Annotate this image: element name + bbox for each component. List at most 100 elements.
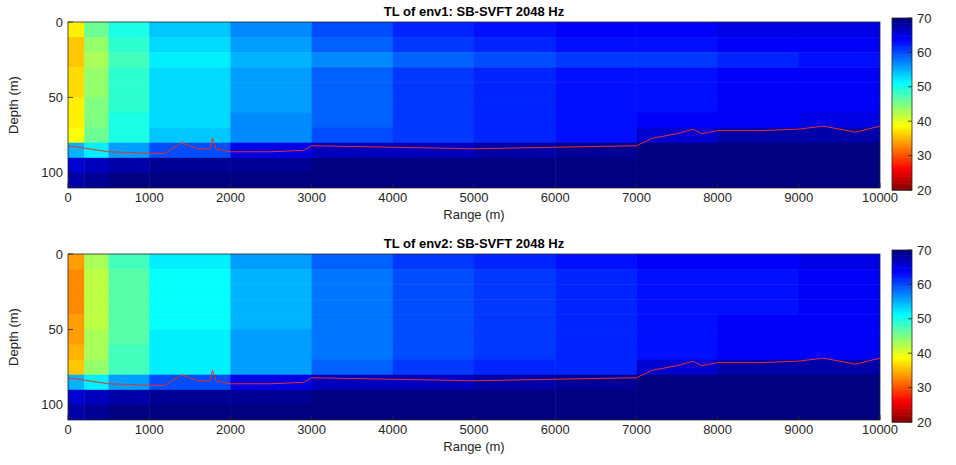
heat-cell xyxy=(230,405,312,420)
heat-cell xyxy=(393,254,475,270)
heat-cell xyxy=(799,128,880,144)
heat-cell xyxy=(393,143,475,159)
x-tick-label: 0 xyxy=(64,190,71,205)
heat-cell xyxy=(474,375,556,391)
heat-cell xyxy=(718,375,800,391)
heat-cell xyxy=(109,82,150,98)
heat-cell xyxy=(718,299,800,315)
heat-cell xyxy=(555,143,637,159)
heat-cell xyxy=(149,67,231,83)
heat-cell xyxy=(555,254,637,270)
x-tick-label: 10000 xyxy=(862,422,898,437)
heat-cell xyxy=(230,173,312,188)
heat-cell xyxy=(636,254,718,270)
heat-cell xyxy=(84,82,109,98)
heat-cell xyxy=(555,82,637,98)
heat-cell xyxy=(799,97,880,113)
colorbar-tick-label: 30 xyxy=(917,380,931,395)
heat-cell xyxy=(109,314,150,330)
heat-cell xyxy=(84,113,109,129)
heat-cell xyxy=(474,269,556,285)
heat-cell xyxy=(230,269,312,285)
y-tick-label: 0 xyxy=(56,15,63,30)
x-tick xyxy=(636,183,637,188)
heat-cell xyxy=(636,143,718,159)
x-tick-label: 7000 xyxy=(622,422,651,437)
heat-cell xyxy=(312,254,394,270)
heat-cell xyxy=(636,360,718,376)
heat-cell xyxy=(636,37,718,53)
y-tick xyxy=(68,172,73,173)
heat-cell xyxy=(636,67,718,83)
heat-cell xyxy=(230,67,312,83)
heat-cell xyxy=(230,284,312,300)
heat-cell xyxy=(84,143,109,159)
heat-cell xyxy=(636,128,718,144)
heat-cell xyxy=(84,405,109,420)
heat-cell xyxy=(109,158,150,174)
heat-cell xyxy=(109,254,150,270)
heat-cell xyxy=(393,52,475,68)
heat-cell xyxy=(636,113,718,129)
heat-cell xyxy=(68,345,85,361)
colorbar-tick-label: 40 xyxy=(917,114,931,129)
heat-cell xyxy=(555,22,637,38)
heat-cell xyxy=(474,37,556,53)
heat-cell xyxy=(312,158,394,174)
heat-cell xyxy=(393,269,475,285)
heat-cell xyxy=(799,52,880,68)
heat-cell xyxy=(149,375,231,391)
heat-cell xyxy=(230,37,312,53)
heat-cell xyxy=(718,52,800,68)
heat-cell xyxy=(312,173,394,188)
heat-cell xyxy=(149,405,231,420)
heat-cell xyxy=(149,284,231,300)
title: TL of env2: SB-SVFT 2048 Hz xyxy=(384,236,565,251)
heat-cell xyxy=(636,299,718,315)
heat-cell xyxy=(474,52,556,68)
y-tick xyxy=(68,97,73,98)
colorbar-tick xyxy=(908,155,912,156)
heat-cell xyxy=(636,405,718,420)
heat-cell xyxy=(68,405,85,420)
colorbar-tick-label: 50 xyxy=(917,79,931,94)
heat-cell xyxy=(718,173,800,188)
y-tick xyxy=(68,404,73,405)
heat-cell xyxy=(149,97,231,113)
heat-cell xyxy=(474,345,556,361)
heat-cell xyxy=(718,143,800,159)
heat-cell xyxy=(68,113,85,129)
heat-cell xyxy=(636,173,718,188)
heat-cell xyxy=(474,128,556,144)
heat-cell xyxy=(718,37,800,53)
x-tick xyxy=(880,415,881,420)
heat-cell xyxy=(393,113,475,129)
heat-cell xyxy=(636,97,718,113)
figure: 0100020003000400050006000700080009000100… xyxy=(0,0,956,465)
heat-cell xyxy=(230,254,312,270)
panel: 0100020003000400050006000700080009000100… xyxy=(6,236,931,454)
heat-cell xyxy=(799,299,880,315)
heat-cell xyxy=(799,254,880,270)
heat-cell xyxy=(636,22,718,38)
heat-cell xyxy=(149,345,231,361)
x-tick xyxy=(474,183,475,188)
heat-cell xyxy=(393,97,475,113)
heat-cell xyxy=(555,67,637,83)
heat-cell xyxy=(84,345,109,361)
x-axis-title: Range (m) xyxy=(443,439,504,454)
heat-cell xyxy=(109,329,150,345)
colorbar-tick-label: 20 xyxy=(917,183,931,198)
heat-cell xyxy=(84,314,109,330)
heat-cell xyxy=(68,314,85,330)
heat-cell xyxy=(109,22,150,38)
heat-cell xyxy=(68,143,85,159)
heat-cell xyxy=(555,97,637,113)
x-tick xyxy=(798,415,799,420)
heat-cell xyxy=(109,113,150,129)
heat-cell xyxy=(312,97,394,113)
heat-cell xyxy=(799,405,880,420)
x-tick-label: 9000 xyxy=(784,422,813,437)
heat-cell xyxy=(84,158,109,174)
heat-cell xyxy=(109,360,150,376)
